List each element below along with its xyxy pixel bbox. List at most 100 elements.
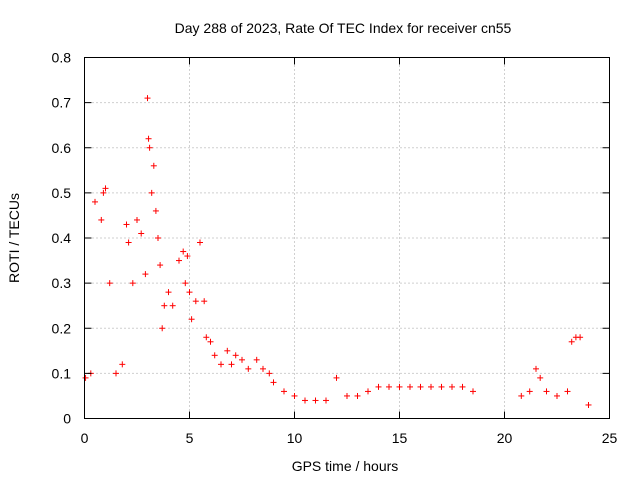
data-point bbox=[239, 356, 245, 363]
data-point bbox=[260, 365, 266, 372]
data-point bbox=[157, 262, 164, 269]
data-point bbox=[354, 392, 361, 399]
data-point bbox=[152, 207, 159, 214]
data-point bbox=[386, 383, 392, 390]
data-point bbox=[119, 361, 126, 368]
data-point bbox=[323, 397, 329, 404]
data-point bbox=[146, 144, 153, 151]
y-tick-label: 0.8 bbox=[52, 50, 72, 66]
x-tick-label: 10 bbox=[287, 430, 303, 446]
data-point bbox=[113, 370, 119, 377]
data-point bbox=[428, 383, 434, 390]
data-point bbox=[449, 383, 455, 390]
data-point bbox=[585, 401, 592, 408]
data-point bbox=[92, 198, 98, 205]
data-points bbox=[82, 95, 592, 408]
y-tick-label: 0.6 bbox=[52, 140, 72, 156]
data-point bbox=[533, 365, 539, 372]
chart-title: Day 288 of 2023, Rate Of TEC Index for r… bbox=[175, 20, 512, 36]
x-tick-label: 25 bbox=[602, 430, 618, 446]
data-point bbox=[169, 302, 176, 309]
data-point bbox=[333, 374, 340, 381]
data-point bbox=[123, 221, 130, 228]
plot-frame bbox=[84, 57, 610, 419]
data-point bbox=[438, 383, 445, 390]
data-point bbox=[344, 392, 350, 399]
data-point bbox=[245, 365, 252, 372]
data-point bbox=[148, 189, 155, 196]
data-point bbox=[201, 298, 208, 305]
data-point bbox=[192, 298, 199, 305]
data-point bbox=[266, 370, 273, 377]
data-point bbox=[188, 316, 195, 323]
data-point bbox=[564, 388, 571, 395]
data-point bbox=[182, 280, 189, 287]
data-point bbox=[211, 352, 218, 359]
data-point bbox=[98, 216, 105, 223]
data-point bbox=[228, 361, 235, 368]
x-tick-label: 15 bbox=[392, 430, 408, 446]
y-tick-label: 0.3 bbox=[52, 275, 72, 291]
axis-ticks bbox=[84, 57, 610, 419]
data-point bbox=[417, 383, 424, 390]
data-point bbox=[291, 392, 298, 399]
data-point bbox=[203, 334, 210, 341]
data-point bbox=[134, 216, 140, 223]
data-point bbox=[459, 383, 466, 390]
y-tick-label: 0.5 bbox=[52, 185, 72, 201]
data-point bbox=[312, 397, 319, 404]
data-point bbox=[145, 135, 152, 142]
data-point bbox=[106, 280, 113, 287]
data-point bbox=[577, 334, 584, 341]
data-point bbox=[150, 162, 157, 169]
y-tick-label: 0.4 bbox=[52, 230, 72, 246]
data-point bbox=[180, 248, 187, 255]
data-point bbox=[100, 189, 107, 196]
data-point bbox=[302, 397, 308, 404]
data-point bbox=[102, 185, 109, 192]
data-point bbox=[224, 347, 231, 354]
y-tick-label: 0.1 bbox=[52, 365, 72, 381]
grid-lines bbox=[84, 57, 610, 419]
data-point bbox=[142, 271, 149, 278]
data-point bbox=[165, 289, 172, 296]
data-point bbox=[537, 374, 544, 381]
data-point bbox=[129, 280, 136, 287]
x-tick-labels: 0 5 10 15 20 25 bbox=[81, 430, 618, 446]
data-point bbox=[184, 253, 191, 260]
data-point bbox=[155, 235, 161, 241]
data-point bbox=[470, 388, 476, 395]
y-tick-labels: 0 0.1 0.2 0.3 0.4 0.5 0.6 0.7 0.8 bbox=[52, 50, 72, 427]
data-point bbox=[82, 374, 89, 381]
data-point bbox=[186, 289, 193, 296]
y-axis-label: ROTI / TECUs bbox=[6, 193, 22, 283]
x-tick-label: 0 bbox=[81, 430, 89, 446]
data-point bbox=[270, 379, 277, 386]
data-point bbox=[125, 239, 132, 246]
data-point bbox=[554, 392, 560, 399]
data-point bbox=[159, 325, 166, 332]
y-tick-label: 0.2 bbox=[52, 320, 72, 336]
y-tick-label: 0.7 bbox=[52, 95, 72, 111]
data-point bbox=[365, 388, 371, 395]
data-point bbox=[144, 95, 151, 102]
data-point bbox=[396, 383, 403, 390]
data-point bbox=[218, 361, 224, 368]
data-point bbox=[197, 239, 203, 246]
data-point bbox=[281, 388, 287, 395]
data-point bbox=[375, 383, 382, 390]
y-tick-label: 0 bbox=[63, 411, 71, 427]
data-point bbox=[207, 338, 214, 345]
data-point bbox=[526, 388, 533, 395]
data-point bbox=[543, 388, 550, 395]
data-point bbox=[176, 257, 182, 264]
data-point bbox=[568, 338, 575, 345]
data-point bbox=[138, 230, 145, 237]
data-point bbox=[161, 302, 168, 309]
data-point bbox=[232, 352, 239, 359]
data-point bbox=[407, 383, 413, 390]
data-point bbox=[253, 356, 260, 363]
x-axis-label: GPS time / hours bbox=[292, 458, 399, 474]
x-tick-label: 20 bbox=[497, 430, 513, 446]
